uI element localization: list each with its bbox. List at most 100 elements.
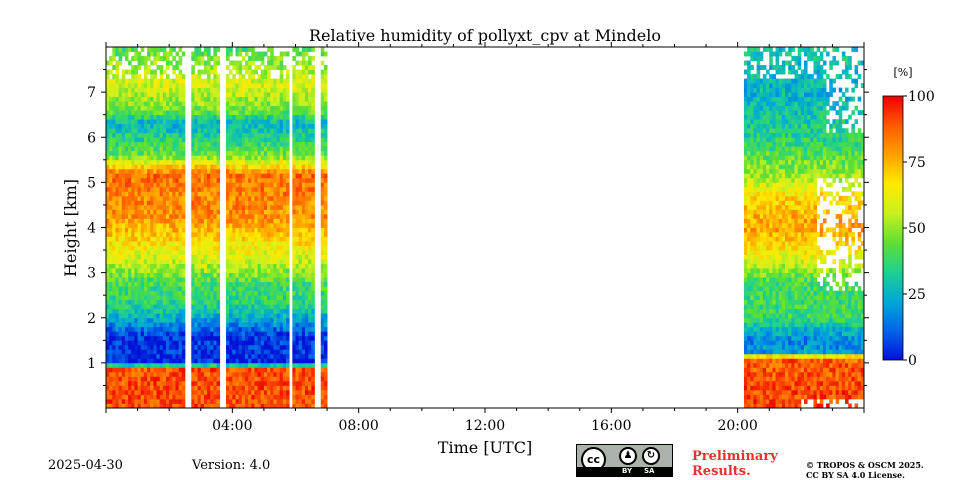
heatmap-cell [301, 177, 306, 183]
heatmap-cell [112, 241, 116, 246]
heatmap-cell [308, 353, 312, 359]
heatmap-cell [311, 322, 315, 328]
heatmap-cell [304, 218, 309, 224]
heatmap-cell [226, 159, 230, 165]
heatmap-cell [226, 349, 230, 355]
heatmap-cell [241, 245, 246, 251]
heatmap-cell [137, 159, 142, 165]
heatmap-cell [320, 313, 325, 319]
heatmap-cell [166, 277, 170, 283]
heatmap-cell [286, 101, 290, 107]
heatmap-cell [263, 78, 268, 84]
heatmap-cell [248, 65, 252, 70]
heatmap-cell [226, 87, 230, 93]
heatmap-cell [115, 376, 120, 382]
heatmap-cell [169, 87, 173, 93]
heatmap-cell [175, 227, 180, 233]
heatmap-cell [156, 322, 161, 328]
heatmap-cell [263, 137, 268, 143]
heatmap-cell [134, 47, 138, 52]
heatmap-cell [203, 403, 208, 408]
heatmap-cell [153, 317, 157, 323]
heatmap-cell [200, 380, 205, 386]
heatmap-cell [118, 51, 123, 57]
heatmap-cell [216, 317, 221, 323]
heatmap-cell [743, 159, 748, 165]
heatmap-cell [128, 295, 132, 301]
heatmap-cell [279, 241, 284, 246]
heatmap-cell [147, 65, 151, 70]
heatmap-cell [147, 87, 151, 93]
heatmap-cell [124, 177, 129, 183]
heatmap-cell [140, 389, 145, 395]
heatmap-cell [248, 290, 252, 296]
heatmap-cell [273, 268, 277, 274]
heatmap-cell [162, 295, 167, 301]
heatmap-cell [169, 340, 173, 346]
heatmap-cell [308, 290, 312, 296]
heatmap-cell [169, 358, 173, 364]
heatmap-cell [131, 277, 135, 283]
heatmap-cell [295, 159, 300, 165]
heatmap-cell [235, 200, 240, 206]
heatmap-cell [124, 173, 129, 179]
heatmap-cell [298, 304, 303, 310]
heatmap-cell [175, 403, 180, 408]
heatmap-cell [156, 87, 161, 93]
heatmap-cell [257, 191, 262, 197]
heatmap-cell [235, 123, 240, 129]
heatmap-cell [207, 331, 211, 337]
heatmap-cell [304, 191, 309, 197]
heatmap-cell [308, 191, 312, 197]
heatmap-cell [207, 141, 211, 147]
heatmap-cell [137, 394, 142, 400]
heatmap-cell [267, 241, 271, 246]
heatmap-cell [743, 331, 748, 337]
heatmap-cell [128, 371, 132, 377]
heatmap-cell [273, 245, 277, 251]
heatmap-cell [279, 394, 284, 400]
heatmap-cell [143, 222, 148, 228]
heatmap-cell [166, 403, 170, 408]
heatmap-cell [308, 119, 312, 125]
heatmap-cell [286, 398, 290, 404]
heatmap-cell [128, 132, 132, 138]
heatmap-cell [308, 394, 312, 400]
heatmap-cell [147, 204, 151, 210]
heatmap-cell [150, 241, 154, 246]
heatmap-cell [257, 398, 262, 404]
heatmap-cell [248, 281, 252, 287]
heatmap-cell [235, 385, 240, 391]
heatmap-cell [320, 398, 325, 404]
heatmap-cell [134, 254, 138, 260]
heatmap-cell [134, 277, 138, 283]
heatmap-cell [213, 299, 217, 305]
heatmap-cell [213, 87, 217, 93]
heatmap-cell [276, 92, 281, 98]
heatmap-cell [207, 177, 211, 183]
heatmap-cell [106, 308, 110, 314]
heatmap-cell [207, 56, 211, 61]
heatmap-cell [304, 376, 309, 382]
heatmap-cell [191, 317, 195, 323]
heatmap-cell [175, 195, 180, 201]
heatmap-cell [260, 299, 265, 305]
heatmap-cell [124, 232, 129, 237]
heatmap-cell [320, 394, 325, 400]
heatmap-cell [162, 281, 167, 287]
heatmap-cell [109, 340, 113, 346]
heatmap-cell [172, 213, 176, 219]
heatmap-cell [270, 232, 274, 237]
heatmap-cell [286, 222, 290, 228]
heatmap-cell [121, 317, 126, 323]
heatmap-cell [121, 137, 126, 143]
heatmap-cell [304, 164, 309, 170]
heatmap-cell [124, 227, 129, 233]
heatmap-cell [260, 155, 265, 161]
heatmap-cell [210, 241, 214, 246]
heatmap-cell [304, 286, 309, 292]
heatmap-cell [270, 51, 274, 57]
heatmap-cell [229, 177, 233, 183]
heatmap-cell [162, 186, 167, 192]
heatmap-cell [241, 272, 246, 278]
